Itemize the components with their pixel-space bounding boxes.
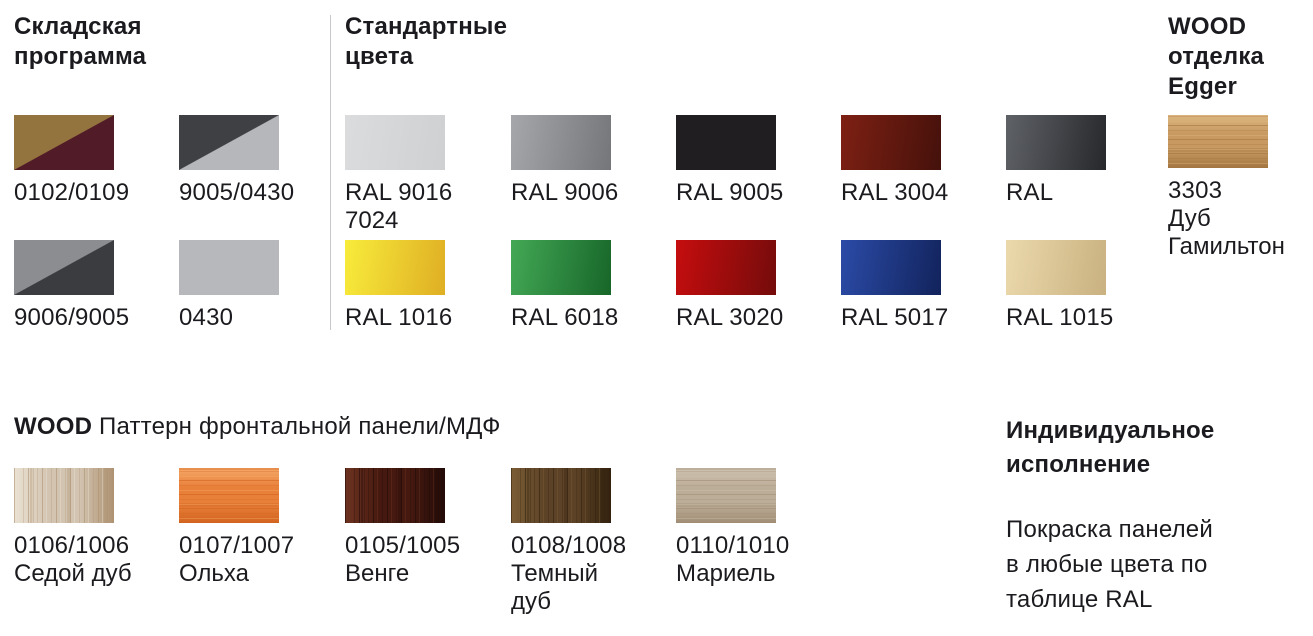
wood-swatch: [1168, 115, 1268, 168]
custom-title-line2: исполнение: [1006, 451, 1151, 478]
swatch-code: 9005/0430: [179, 179, 295, 206]
custom-section-body: Покраска панелей в любые цвета по таблиц…: [1006, 512, 1213, 617]
swatch-cell-ral-9005: RAL 9005: [676, 115, 834, 207]
color-swatch: [1006, 115, 1106, 170]
wood-swatch: [676, 468, 776, 523]
wood-title-rest: Паттерн фронтальной панели/МДФ: [92, 413, 501, 440]
swatch-name-line1: Темный: [511, 560, 599, 587]
color-swatch: [179, 240, 279, 295]
swatch-code: RAL 9005: [676, 179, 784, 206]
swatch-code-line2: 7024: [345, 207, 399, 234]
swatch-cell-0105-1005: 0105/1005 Венге: [345, 468, 503, 588]
swatch-cell-ral-6018: RAL 6018: [511, 240, 669, 332]
swatch-cell-ral-9006: RAL 9006: [511, 115, 669, 207]
custom-body-line2: в любые цвета по: [1006, 551, 1208, 578]
swatch-code: 0108/1008: [511, 532, 627, 559]
swatch-code: 0102/0109: [14, 179, 130, 206]
swatch-code: RAL 6018: [511, 304, 619, 331]
custom-body-line1: Покраска панелей: [1006, 516, 1213, 543]
wood-swatch: [345, 468, 445, 523]
egger-section-title: WOOD отделка Egger: [1168, 12, 1264, 102]
swatch-code: RAL 1016: [345, 304, 453, 331]
swatch-code: 0105/1005: [345, 532, 461, 559]
stock-title-line1: Складская: [14, 13, 142, 40]
custom-section-title: Индивидуальное исполнение: [1006, 414, 1214, 482]
swatch-cell-egger-3303: 3303 Дуб Гамильтон: [1168, 115, 1313, 261]
swatch-code: 0110/1010: [676, 532, 790, 559]
swatch-cell-9005-0430: 9005/0430: [179, 115, 337, 207]
stock-section-title: Складская программа: [14, 12, 146, 72]
swatch-code: 0430: [179, 304, 234, 331]
wood-swatch: [14, 468, 114, 523]
swatch-code: RAL 9016: [345, 179, 453, 206]
swatch-code: RAL 9006: [511, 179, 619, 206]
color-swatch: [676, 115, 776, 170]
swatch-code: 9006/9005: [14, 304, 130, 331]
swatch-name-line2: дуб: [511, 588, 552, 615]
color-swatch: [676, 240, 776, 295]
color-swatch: [345, 240, 445, 295]
custom-body-line3: таблице RAL: [1006, 586, 1153, 613]
swatch-cell-0430: 0430: [179, 240, 337, 332]
swatch-cell-ral-1016: RAL 1016: [345, 240, 503, 332]
swatch-cell-ral-5017: RAL 5017: [841, 240, 999, 332]
swatch-code: RAL: [1006, 179, 1054, 206]
wood-swatch: [179, 468, 279, 523]
swatch-name-line1: Мариель: [676, 560, 776, 587]
swatch-cell-ral-3020: RAL 3020: [676, 240, 834, 332]
swatch-code: 0106/1006: [14, 532, 130, 559]
color-swatch: [841, 115, 941, 170]
swatch-code: 3303: [1168, 177, 1223, 204]
color-swatch: [14, 115, 114, 170]
swatch-cell-0102-0109: 0102/0109: [14, 115, 172, 207]
color-swatch: [841, 240, 941, 295]
standard-title-line2: цвета: [345, 43, 414, 70]
egger-title-line3: Egger: [1168, 73, 1238, 100]
egger-title-line1: WOOD: [1168, 13, 1247, 40]
swatch-cell-ral-9016: RAL 9016 7024: [345, 115, 503, 235]
swatch-cell-ral-3004: RAL 3004: [841, 115, 999, 207]
color-swatch: [14, 240, 114, 295]
swatch-name-line1: Дуб: [1168, 205, 1211, 232]
swatch-code: RAL 1015: [1006, 304, 1114, 331]
swatch-code: 0107/1007: [179, 532, 295, 559]
standard-section-title: Стандартные цвета: [345, 12, 507, 72]
swatch-name-line1: Ольха: [179, 560, 249, 587]
swatch-name-line1: Седой дуб: [14, 560, 132, 587]
swatch-cell-0108-1008: 0108/1008 Темный дуб: [511, 468, 669, 616]
wood-swatch: [511, 468, 611, 523]
color-swatch: [511, 240, 611, 295]
egger-title-line2: отделка: [1168, 43, 1265, 70]
swatch-code: RAL 3004: [841, 179, 949, 206]
color-swatch: [511, 115, 611, 170]
swatch-name-line1: Венге: [345, 560, 410, 587]
swatch-cell-ral: RAL: [1006, 115, 1164, 207]
swatch-code: RAL 3020: [676, 304, 784, 331]
swatch-code: RAL 5017: [841, 304, 949, 331]
custom-title-line1: Индивидуальное: [1006, 417, 1215, 444]
swatch-cell-ral-1015: RAL 1015: [1006, 240, 1164, 332]
color-swatch: [345, 115, 445, 170]
standard-title-line1: Стандартные: [345, 13, 508, 40]
color-swatch: [1006, 240, 1106, 295]
swatch-cell-0107-1007: 0107/1007 Ольха: [179, 468, 337, 588]
wood-section-title: WOOD Паттерн фронтальной панели/МДФ: [14, 412, 501, 442]
wood-title-bold: WOOD: [14, 413, 93, 440]
swatch-cell-0106-1006: 0106/1006 Седой дуб: [14, 468, 172, 588]
swatch-cell-0110-1010: 0110/1010 Мариель: [676, 468, 834, 588]
stock-title-line2: программа: [14, 43, 147, 70]
color-swatch: [179, 115, 279, 170]
swatch-cell-9006-9005: 9006/9005: [14, 240, 172, 332]
swatch-name-line2: Гамильтон: [1168, 233, 1285, 260]
section-divider: [330, 15, 331, 330]
